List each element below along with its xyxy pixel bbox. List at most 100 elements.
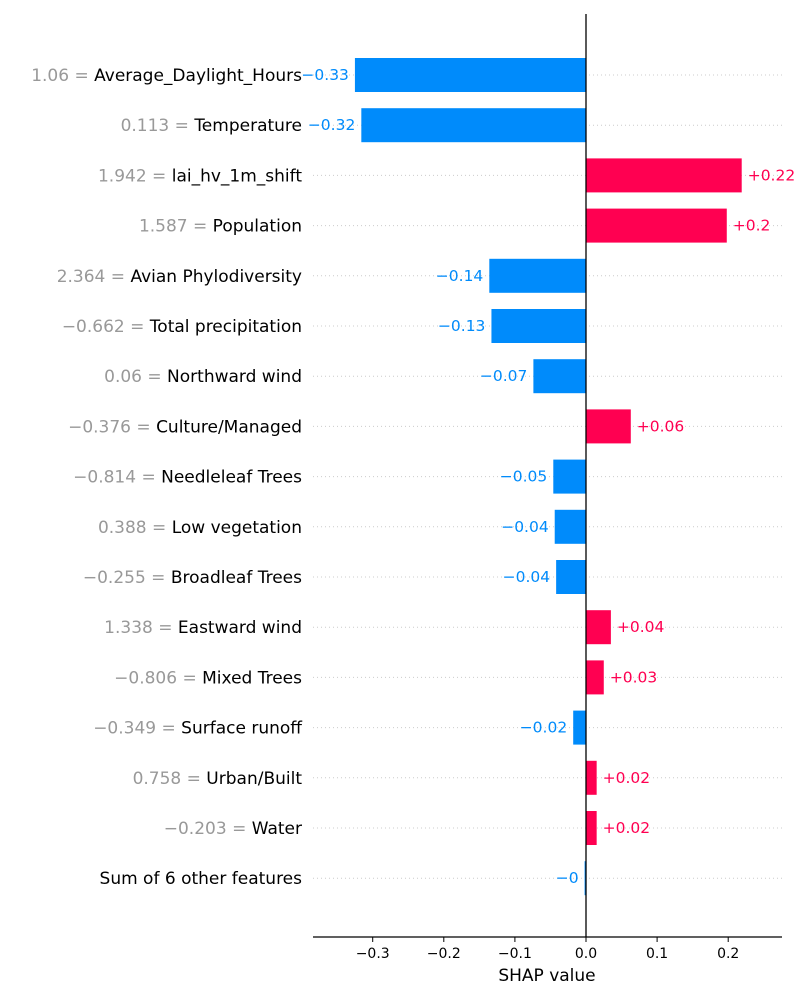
feature-name: Low vegetation [172,518,302,538]
value-label: −0.04 [503,568,551,586]
equals-sign: = [153,618,178,638]
feature-label: −0.376 = Culture/Managed [68,417,302,437]
feature-label: 1.06 = Average_Daylight_Hours [31,66,302,86]
feature-name: Urban/Built [206,769,302,789]
equals-sign: = [136,468,161,488]
equals-sign: = [181,769,206,789]
feature-value: −0.376 [68,417,131,437]
x-tick-label: 0.2 [717,946,739,962]
feature-name: Culture/Managed [156,417,302,437]
feature-name: Population [213,217,302,237]
bar [586,811,597,845]
equals-sign: = [147,518,172,538]
x-axis: −0.3 −0.2 −0.1 0.0 0.1 0.2 [313,936,782,962]
feature-label: 0.113 = Temperature [121,116,302,136]
equals-sign: = [177,668,202,688]
feature-value: −0.806 [114,668,177,688]
feature-name: Surface runoff [181,719,303,739]
feature-name: Mixed Trees [202,668,302,688]
bar [491,309,586,343]
feature-value: 1.338 [104,618,153,638]
equals-sign: = [105,267,130,287]
value-labels: −0.33 −0.32 +0.22 +0.2 −0.14 −0.13 −0.07 +0.06 −… [301,66,795,887]
feature-label: 1.942 = lai_hv_1m_shift [98,166,302,186]
feature-name: Total precipitation [149,317,302,337]
feature-label: 0.06 = Northward wind [104,367,302,387]
feature-value: 2.364 [57,267,106,287]
feature-label: −0.662 = Total precipitation [62,317,302,337]
feature-label: 1.587 = Population [139,217,302,237]
feature-value: 1.06 [31,66,69,86]
equals-sign: = [156,719,181,739]
feature-name: Broadleaf Trees [171,568,302,588]
x-tick-label: 0.0 [575,946,597,962]
bar [586,158,742,193]
value-label: −0.04 [501,518,549,536]
feature-value: 0.113 [121,116,170,136]
value-label: +0.22 [748,166,796,184]
equals-sign: = [169,116,194,136]
bar [533,359,586,394]
feature-value: 1.587 [139,217,188,237]
bar [554,509,586,544]
equals-sign: = [147,166,172,186]
feature-label: 1.338 = Eastward wind [104,618,302,638]
feature-label: Sum of 6 other features [100,869,303,889]
feature-label: −0.255 = Broadleaf Trees [83,568,302,588]
equals-sign: = [227,819,252,839]
feature-label: −0.203 = Water [164,819,302,839]
feature-label: −0.349 = Surface runoff [93,719,303,739]
feature-name: Avian Phylodiversity [130,267,302,287]
value-label: +0.02 [603,769,651,787]
x-tick-label: 0.1 [646,946,668,962]
feature-value: 1.942 [98,166,147,186]
feature-label: −0.814 = Needleleaf Trees [73,468,302,488]
feature-name: Sum of 6 other features [100,869,303,889]
equals-sign: = [69,66,94,86]
feature-name: Needleleaf Trees [161,468,302,488]
equals-sign: = [125,317,150,337]
value-label: +0.04 [617,618,665,636]
bar [586,660,604,695]
value-label: +0.06 [637,417,685,435]
feature-name: Water [252,819,302,839]
bar [354,58,586,92]
feature-label: −0.806 = Mixed Trees [114,668,302,688]
value-label: +0.03 [610,668,658,686]
feature-value: −0.203 [164,819,227,839]
grid-lines [313,74,782,879]
value-label: −0.14 [436,267,484,285]
feature-value: −0.662 [62,317,125,337]
bar [361,108,586,143]
value-label: −0.02 [520,719,568,737]
equals-sign: = [142,367,167,387]
x-tick-label: −0.3 [356,946,390,962]
value-label: −0 [556,869,579,887]
feature-value: −0.814 [73,468,136,488]
equals-sign: = [188,217,213,237]
feature-value: 0.06 [104,367,142,387]
value-label: +0.2 [733,217,771,235]
feature-value: 0.758 [133,769,182,789]
feature-name: Temperature [193,116,302,136]
feature-label: 2.364 = Avian Phylodiversity [57,267,302,287]
value-label: −0.13 [438,317,486,335]
bar [573,710,586,745]
feature-name: lai_hv_1m_shift [172,166,303,186]
bar [556,560,586,594]
value-label: −0.07 [480,367,528,385]
equals-sign: = [146,568,171,588]
x-axis-title: SHAP value [498,966,595,986]
feature-name: Northward wind [167,367,302,387]
bars [354,58,742,896]
feature-name: Average_Daylight_Hours [94,66,302,86]
feature-labels: 1.06 = Average_Daylight_Hours 0.113 = Tem… [31,66,303,889]
bar [586,610,611,645]
bar [586,760,597,795]
feature-label: 0.388 = Low vegetation [98,518,302,538]
feature-value: −0.255 [83,568,146,588]
equals-sign: = [131,417,156,437]
value-label: −0.32 [308,116,356,134]
value-label: −0.33 [301,66,349,84]
